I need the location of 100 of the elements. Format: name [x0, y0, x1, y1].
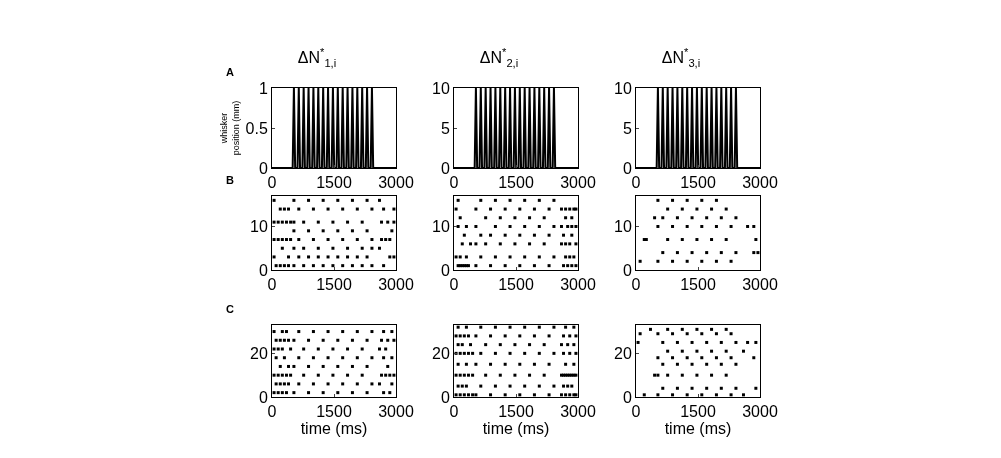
y-tick-label: 10 — [614, 79, 632, 97]
point — [365, 255, 369, 259]
point — [278, 364, 282, 368]
point — [458, 393, 462, 397]
point — [307, 198, 311, 202]
point — [642, 393, 646, 397]
point — [336, 391, 340, 395]
point — [700, 224, 704, 228]
point — [700, 393, 704, 397]
point — [498, 343, 502, 347]
point — [458, 334, 462, 338]
point — [276, 391, 280, 395]
point — [316, 246, 320, 250]
point — [370, 264, 374, 268]
point — [719, 340, 723, 344]
point — [729, 332, 733, 336]
x-tick-label: 3000 — [560, 276, 596, 294]
point — [365, 391, 369, 395]
point — [350, 338, 354, 342]
point — [661, 386, 665, 390]
point — [493, 384, 497, 388]
point — [382, 207, 386, 211]
x-axis-title: time (ms) — [482, 420, 550, 438]
point — [460, 343, 464, 347]
point — [564, 325, 568, 329]
point — [360, 264, 364, 268]
point — [754, 340, 758, 344]
point — [656, 332, 660, 336]
point — [464, 362, 468, 366]
point — [570, 264, 574, 268]
point — [321, 229, 325, 233]
point — [355, 382, 359, 386]
point — [680, 238, 684, 242]
point — [734, 340, 738, 344]
point — [752, 251, 756, 255]
point — [307, 229, 311, 233]
point — [528, 343, 532, 347]
point — [272, 330, 276, 334]
point — [680, 349, 684, 353]
point — [316, 220, 320, 224]
x-tick-label: 1500 — [680, 403, 716, 421]
point — [276, 373, 280, 377]
point — [276, 220, 280, 224]
point — [700, 259, 704, 263]
point — [292, 364, 296, 368]
point — [458, 373, 462, 377]
point — [382, 330, 386, 334]
point — [289, 347, 293, 351]
point — [388, 391, 392, 395]
point — [311, 264, 315, 268]
point — [377, 246, 381, 250]
point — [513, 242, 517, 246]
point — [570, 224, 574, 228]
point — [564, 255, 568, 259]
point — [346, 373, 350, 377]
point — [392, 220, 396, 224]
x-tick-label: 1500 — [680, 174, 716, 192]
x-tick-label: 3000 — [378, 174, 414, 192]
point — [666, 207, 670, 211]
point — [661, 362, 665, 366]
point — [392, 207, 396, 211]
point — [695, 327, 699, 331]
point — [493, 325, 497, 329]
point — [278, 207, 282, 211]
point — [360, 220, 364, 224]
point — [302, 220, 306, 224]
point — [479, 384, 483, 388]
y-tick-label: 0 — [440, 388, 450, 406]
point — [695, 373, 699, 377]
point — [528, 216, 532, 220]
point — [289, 373, 293, 377]
x-tick-label: 1500 — [316, 403, 352, 421]
point — [754, 238, 758, 242]
point — [493, 198, 497, 202]
x-tick-label: 1500 — [498, 174, 534, 192]
point — [537, 198, 541, 202]
point — [292, 198, 296, 202]
point — [390, 382, 394, 386]
point — [638, 259, 642, 263]
x-tick-label: 3000 — [742, 174, 778, 192]
point — [474, 242, 478, 246]
point — [462, 233, 466, 237]
point — [360, 347, 364, 351]
point — [284, 373, 288, 377]
point — [746, 224, 750, 228]
point — [365, 198, 369, 202]
point — [752, 356, 756, 360]
point — [474, 207, 478, 211]
point — [377, 382, 381, 386]
point — [365, 338, 369, 342]
point — [365, 364, 369, 368]
point — [710, 349, 714, 353]
point — [489, 207, 493, 211]
point — [341, 330, 345, 334]
point — [537, 325, 541, 329]
point — [274, 338, 278, 342]
point — [484, 343, 488, 347]
point — [724, 327, 728, 331]
point — [532, 207, 536, 211]
point — [479, 198, 483, 202]
